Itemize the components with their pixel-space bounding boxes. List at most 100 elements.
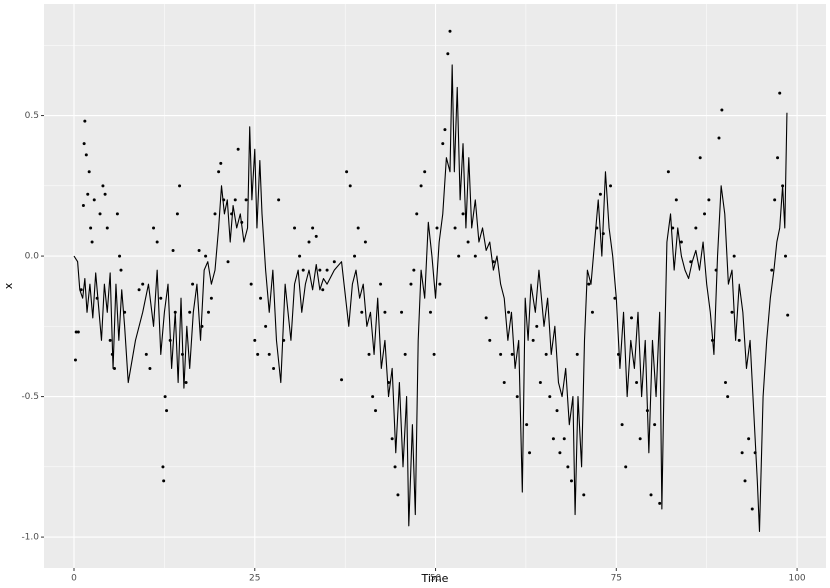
data-point bbox=[105, 226, 109, 230]
y-tick-label: 0.0 bbox=[25, 252, 40, 262]
data-point bbox=[403, 352, 407, 356]
data-point bbox=[112, 366, 116, 370]
data-point bbox=[658, 501, 662, 505]
data-point bbox=[412, 268, 416, 272]
data-point bbox=[165, 409, 169, 413]
data-point bbox=[159, 296, 163, 300]
data-point bbox=[137, 288, 141, 292]
data-point bbox=[387, 381, 391, 385]
data-point bbox=[79, 288, 83, 292]
data-point bbox=[236, 147, 240, 151]
data-point bbox=[510, 352, 514, 356]
data-point bbox=[180, 352, 184, 356]
data-point bbox=[155, 240, 159, 244]
data-point bbox=[448, 29, 452, 33]
data-point bbox=[507, 310, 511, 314]
data-point bbox=[200, 324, 204, 328]
data-point bbox=[535, 324, 539, 328]
data-point bbox=[558, 451, 562, 455]
data-point bbox=[726, 395, 730, 399]
data-point bbox=[548, 395, 552, 399]
data-point bbox=[689, 260, 693, 264]
data-point bbox=[152, 226, 156, 230]
data-point bbox=[367, 352, 371, 356]
data-point bbox=[390, 437, 394, 441]
data-point bbox=[457, 254, 461, 258]
data-point bbox=[213, 212, 217, 216]
data-point bbox=[396, 493, 400, 497]
data-point bbox=[321, 288, 325, 292]
data-point bbox=[703, 212, 707, 216]
data-point bbox=[206, 310, 210, 314]
data-point bbox=[423, 170, 427, 174]
y-tick-label: -0.5 bbox=[21, 392, 39, 402]
data-point bbox=[590, 310, 594, 314]
data-point bbox=[393, 465, 397, 469]
data-point bbox=[98, 212, 102, 216]
data-point bbox=[123, 310, 127, 314]
data-point bbox=[409, 282, 413, 286]
data-point bbox=[555, 409, 559, 413]
data-point bbox=[264, 324, 268, 328]
data-point bbox=[598, 192, 602, 196]
data-point bbox=[645, 409, 649, 413]
data-point bbox=[371, 395, 375, 399]
data-point bbox=[188, 310, 192, 314]
data-point bbox=[259, 296, 263, 300]
data-point bbox=[723, 381, 727, 385]
data-point bbox=[148, 366, 152, 370]
x-tick-label: 50 bbox=[430, 574, 442, 584]
data-point bbox=[348, 184, 352, 188]
data-point bbox=[525, 423, 529, 427]
data-point bbox=[679, 240, 683, 244]
data-point bbox=[773, 198, 777, 202]
data-point bbox=[446, 52, 450, 56]
data-point bbox=[197, 248, 201, 252]
data-point bbox=[674, 198, 678, 202]
data-point bbox=[222, 198, 226, 202]
data-point bbox=[461, 212, 465, 216]
data-point bbox=[74, 330, 78, 334]
data-point bbox=[345, 170, 349, 174]
data-point bbox=[191, 282, 195, 286]
data-point bbox=[173, 310, 177, 314]
data-point bbox=[415, 212, 419, 216]
data-point bbox=[103, 192, 107, 196]
data-point bbox=[89, 226, 93, 230]
data-point bbox=[737, 338, 741, 342]
data-point bbox=[488, 338, 492, 342]
data-point bbox=[162, 479, 166, 483]
data-point bbox=[730, 310, 734, 314]
data-point bbox=[171, 248, 175, 252]
data-point bbox=[666, 170, 670, 174]
data-point bbox=[438, 282, 442, 286]
data-point bbox=[750, 507, 754, 511]
data-point bbox=[84, 153, 88, 157]
data-point bbox=[217, 170, 221, 174]
data-point bbox=[569, 479, 573, 483]
data-point bbox=[307, 240, 311, 244]
data-point bbox=[419, 184, 423, 188]
data-point bbox=[178, 184, 182, 188]
data-point bbox=[653, 423, 657, 427]
data-point bbox=[76, 330, 80, 334]
data-point bbox=[601, 232, 605, 236]
data-point bbox=[332, 260, 336, 264]
data-point bbox=[87, 170, 91, 174]
data-point bbox=[473, 254, 477, 258]
data-point bbox=[698, 156, 702, 160]
data-point bbox=[267, 352, 271, 356]
data-point bbox=[538, 381, 542, 385]
data-line bbox=[73, 64, 788, 533]
data-point bbox=[363, 240, 367, 244]
data-point bbox=[83, 119, 87, 123]
data-point bbox=[562, 437, 566, 441]
data-point bbox=[732, 254, 736, 258]
data-point bbox=[714, 268, 718, 272]
data-point bbox=[253, 338, 257, 342]
data-point bbox=[383, 310, 387, 314]
data-point bbox=[277, 198, 281, 202]
data-point bbox=[717, 136, 721, 140]
data-point bbox=[119, 268, 123, 272]
y-tick-label: -1.0 bbox=[21, 533, 39, 543]
